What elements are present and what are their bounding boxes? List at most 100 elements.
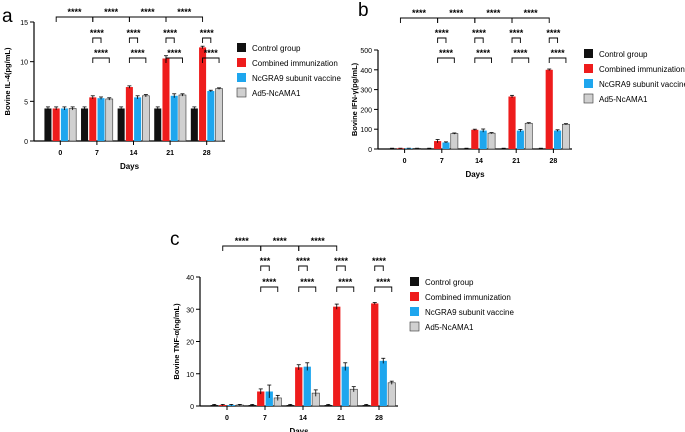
bar-ncgra9-subunit-vaccine-day-0 xyxy=(60,108,68,141)
significance-label: **** xyxy=(67,7,82,17)
y-axis-label: Bovine IL-4(pg/mL) xyxy=(3,47,12,115)
bar-control-group-day-21 xyxy=(500,148,508,149)
bar-ad5-ncama1-day-28 xyxy=(387,382,396,407)
bar-ncgra9-subunit-vaccine-day-28 xyxy=(554,130,562,149)
bar-ad5-ncama1-day-14 xyxy=(142,95,150,142)
significance-bracket xyxy=(92,37,102,43)
significance-bracket xyxy=(165,37,175,43)
significance-label: **** xyxy=(131,48,146,58)
y-tick-label: 400 xyxy=(360,68,372,75)
significance-label: **** xyxy=(472,28,487,38)
x-tick-label: 28 xyxy=(375,415,383,422)
significance-bracket xyxy=(474,37,484,43)
bar-ncgra9-subunit-vaccine-day-14 xyxy=(303,366,311,406)
bar-ncgra9-subunit-vaccine-day-28 xyxy=(207,91,215,141)
significance-label: **** xyxy=(141,7,156,17)
significance-label: **** xyxy=(376,277,391,287)
bar-ncgra9-subunit-vaccine-day-21 xyxy=(170,95,178,141)
significance-label: **** xyxy=(300,277,315,287)
bar-ncgra9-subunit-vaccine-day-0 xyxy=(405,148,413,149)
significance-bracket xyxy=(260,265,270,271)
x-axis-label: Days xyxy=(120,162,140,171)
x-axis-label: Days xyxy=(289,427,309,432)
bar-combined-immunization-day-21 xyxy=(162,58,170,141)
bar-ncgra9-subunit-vaccine-day-28 xyxy=(379,360,387,406)
significance-label: **** xyxy=(177,7,192,17)
y-tick-label: 10 xyxy=(186,372,194,379)
significance-label: **** xyxy=(412,8,427,18)
bar-ncgra9-subunit-vaccine-day-21 xyxy=(341,366,349,406)
significance-bracket xyxy=(548,57,567,63)
significance-label: **** xyxy=(296,256,311,266)
y-tick-label: 30 xyxy=(186,307,194,314)
y-tick-label: 10 xyxy=(20,60,28,67)
bar-ad5-ncama1-day-0 xyxy=(68,108,77,142)
legend-label: Combined immunization xyxy=(252,59,338,68)
legend-swatch xyxy=(237,43,246,52)
x-tick-label: 7 xyxy=(95,150,99,157)
significance-bracket xyxy=(511,17,550,23)
significance-bracket xyxy=(511,57,530,63)
x-tick-label: 7 xyxy=(440,158,444,165)
x-tick-label: 14 xyxy=(130,150,138,157)
bar-ncgra9-subunit-vaccine-day-7 xyxy=(442,142,450,149)
significance-bracket xyxy=(374,265,384,271)
legend-swatch xyxy=(584,64,593,73)
y-tick-label: 5 xyxy=(24,99,28,106)
bar-ad5-ncama1-day-28 xyxy=(562,123,570,150)
significance-bracket xyxy=(92,57,110,63)
bar-ncgra9-subunit-vaccine-day-7 xyxy=(265,391,273,406)
significance-label: **** xyxy=(167,48,182,58)
bar-control-group-day-7 xyxy=(81,108,89,141)
significance-bracket xyxy=(437,57,455,63)
y-tick-label: 0 xyxy=(368,147,372,154)
bar-combined-immunization-day-28 xyxy=(371,303,379,406)
significance-label: **** xyxy=(334,256,349,266)
significance-label: **** xyxy=(163,28,178,38)
y-tick-label: 20 xyxy=(186,340,194,347)
x-tick-label: 0 xyxy=(225,415,229,422)
bar-combined-immunization-day-7 xyxy=(89,97,97,141)
significance-bracket xyxy=(202,37,212,43)
bar-combined-immunization-day-7 xyxy=(257,391,265,406)
legend-label: NcGRA9 subunit vaccine xyxy=(252,74,341,83)
bar-control-group-day-0 xyxy=(44,108,52,141)
y-tick-label: 40 xyxy=(186,275,194,282)
bar-combined-immunization-day-14 xyxy=(471,129,479,149)
bar-ad5-ncama1-day-7 xyxy=(450,133,459,150)
bar-ncgra9-subunit-vaccine-day-14 xyxy=(479,130,487,149)
panel-label-c: c xyxy=(170,229,180,250)
significance-bracket xyxy=(298,286,317,292)
significance-label: **** xyxy=(372,256,387,266)
significance-bracket xyxy=(437,17,476,23)
significance-bracket xyxy=(298,265,308,271)
panel-label-a: a xyxy=(2,6,13,27)
bar-ncgra9-subunit-vaccine-day-14 xyxy=(134,97,142,141)
significance-bracket xyxy=(548,37,559,43)
legend-swatch xyxy=(583,93,594,104)
significance-label: **** xyxy=(486,8,501,18)
significance-label: **** xyxy=(435,28,450,38)
significance-bracket xyxy=(511,37,521,43)
x-tick-label: 28 xyxy=(550,158,558,165)
significance-label: **** xyxy=(476,48,491,58)
panel-label-b: b xyxy=(358,0,369,21)
bar-combined-immunization-day-14 xyxy=(295,367,303,406)
bar-combined-immunization-day-21 xyxy=(333,306,341,406)
y-tick-label: 200 xyxy=(360,107,372,114)
legend-label: Combined immunization xyxy=(599,65,685,74)
y-tick-label: 500 xyxy=(360,48,372,55)
bar-combined-immunization-day-0 xyxy=(396,148,404,149)
legend-label: Control group xyxy=(599,50,648,59)
bar-ad5-ncama1-day-21 xyxy=(178,94,187,142)
bar-ad5-ncama1-day-21 xyxy=(524,122,533,150)
y-tick-label: 0 xyxy=(24,139,28,146)
bar-combined-immunization-day-28 xyxy=(199,47,207,141)
significance-bracket xyxy=(336,265,346,271)
significance-label: **** xyxy=(546,28,561,38)
legend-swatch xyxy=(410,307,419,316)
bar-ncgra9-subunit-vaccine-day-7 xyxy=(97,98,105,141)
significance-bracket xyxy=(128,57,147,63)
significance-label: **** xyxy=(439,48,454,58)
legend-swatch xyxy=(409,321,420,332)
